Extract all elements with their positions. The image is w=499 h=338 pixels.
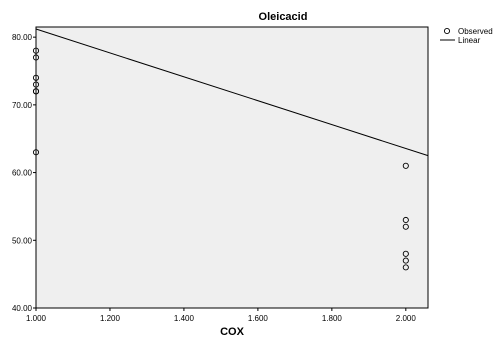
observed-point [32, 88, 40, 95]
x-tick-label: 1.600 [248, 314, 269, 323]
observed-point [402, 264, 409, 271]
x-tick-label: 1.800 [322, 314, 343, 323]
y-axis: 40.00 50.00 60.00 70.00 80.00 [12, 33, 36, 313]
linear-fit-line [35, 28, 429, 157]
legend-linear-label: Linear [458, 36, 481, 45]
x-tick-label: 2.000 [396, 314, 417, 323]
x-axis: 1.000 1.200 1.400 1.600 1.800 2.000 [26, 308, 416, 323]
legend-observed-label: Observed [458, 27, 493, 36]
observed-point [32, 149, 40, 156]
observed-point [32, 47, 40, 54]
legend-observed-marker [443, 27, 451, 35]
series-layer [32, 28, 429, 271]
observed-point [32, 81, 40, 88]
x-tick-label: 1.000 [26, 314, 47, 323]
y-tick-label: 50.00 [12, 236, 33, 245]
y-tick-label: 80.00 [12, 33, 33, 42]
legend: Observed Linear [440, 27, 493, 45]
observed-point [402, 257, 409, 264]
y-tick-label: 60.00 [12, 169, 33, 178]
y-tick-label: 70.00 [12, 101, 33, 110]
plot-area [35, 26, 429, 309]
x-axis-title: COX [220, 326, 245, 338]
observed-point [402, 223, 409, 230]
x-tick-label: 1.200 [100, 314, 121, 323]
observed-point [32, 74, 40, 81]
observed-point [402, 216, 409, 224]
chart-title: Oleicacid [259, 11, 308, 23]
y-tick-label: 40.00 [12, 304, 33, 313]
x-tick-label: 1.400 [174, 314, 195, 323]
observed-point [402, 250, 409, 257]
observed-point [402, 162, 409, 169]
observed-point [32, 54, 40, 61]
